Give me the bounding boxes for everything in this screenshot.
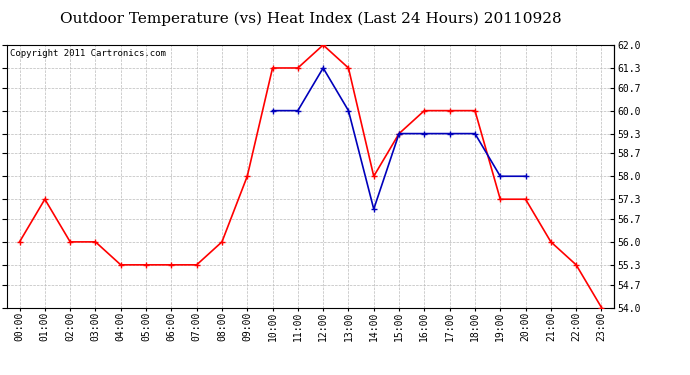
Text: Outdoor Temperature (vs) Heat Index (Last 24 Hours) 20110928: Outdoor Temperature (vs) Heat Index (Las…: [60, 11, 561, 26]
Text: Copyright 2011 Cartronics.com: Copyright 2011 Cartronics.com: [10, 49, 166, 58]
